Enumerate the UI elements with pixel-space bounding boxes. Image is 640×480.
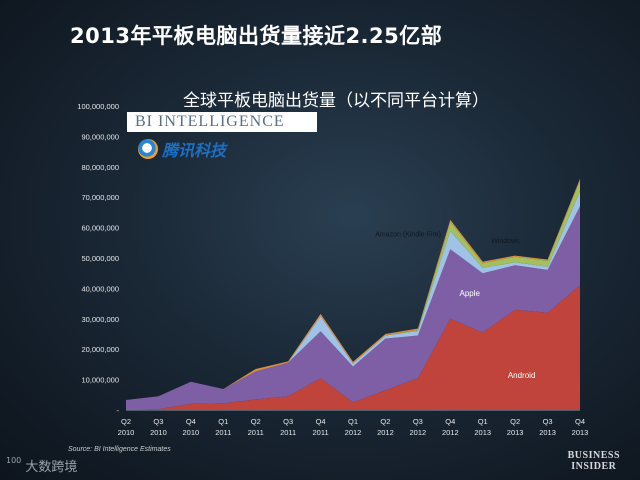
footer-brand: 100 大数跨境 xyxy=(6,456,77,475)
slide-title: 2013年平板电脑出货量接近2.25亿部 xyxy=(70,24,443,48)
series-label-amazon-kindle-fire: Amazon (Kindle Fire) xyxy=(375,232,441,239)
x-tick-label-quarter: Q2 xyxy=(121,417,131,426)
x-tick-label-quarter: Q4 xyxy=(445,417,455,426)
area-android xyxy=(126,285,580,410)
x-tick-label-year: 2012 xyxy=(377,428,394,437)
x-tick-label-year: 2010 xyxy=(183,428,200,437)
y-tick-label: 50,000,000 xyxy=(81,254,119,263)
series-label-windows: Windows xyxy=(491,238,520,245)
x-tick-label-year: 2013 xyxy=(572,428,589,437)
x-tick-label-quarter: Q1 xyxy=(478,417,488,426)
x-tick-label-year: 2012 xyxy=(410,428,427,437)
x-tick-label-year: 2011 xyxy=(248,428,264,437)
x-tick-label-year: 2012 xyxy=(345,428,362,437)
y-tick-label: 100,000,000 xyxy=(77,102,119,111)
tencent-icon xyxy=(138,139,158,159)
tencent-logo: 腾讯科技 xyxy=(138,137,226,161)
business-insider-line2: INSIDER xyxy=(571,461,617,472)
y-tick-label: 70,000,000 xyxy=(81,193,119,202)
x-tick-label-quarter: Q4 xyxy=(316,417,326,426)
x-tick-label-year: 2013 xyxy=(507,428,524,437)
x-tick-label-quarter: Q3 xyxy=(283,417,293,426)
x-tick-label-quarter: Q2 xyxy=(380,417,390,426)
y-tick-label: 20,000,000 xyxy=(81,345,119,354)
x-tick-label-quarter: Q4 xyxy=(186,417,196,426)
x-tick-label-year: 2011 xyxy=(313,428,329,437)
x-tick-label-year: 2010 xyxy=(150,428,167,437)
y-tick-label: 80,000,000 xyxy=(81,163,119,172)
x-tick-label-quarter: Q1 xyxy=(348,417,358,426)
source-note: Source: BI Intelligence Estimates xyxy=(68,446,171,453)
tencent-logo-text: 腾讯科技 xyxy=(162,141,227,160)
x-tick-label-quarter: Q3 xyxy=(413,417,423,426)
x-tick-label-year: 2010 xyxy=(118,428,135,437)
business-insider-line1: BUSINESS xyxy=(567,450,620,461)
area-apple xyxy=(126,206,580,410)
x-tick-label-year: 2012 xyxy=(442,428,459,437)
x-tick-label-quarter: Q3 xyxy=(153,417,163,426)
series-label-apple: Apple xyxy=(460,289,481,298)
y-tick-label: 90,000,000 xyxy=(81,132,119,141)
y-tick-label: - xyxy=(117,406,120,415)
series-label-android: Android xyxy=(508,371,536,380)
x-tick-label-year: 2013 xyxy=(474,428,491,437)
business-insider-logo: BUSINESS INSIDER xyxy=(568,450,620,472)
x-tick-label-quarter: Q2 xyxy=(251,417,261,426)
x-tick-label-quarter: Q4 xyxy=(575,417,585,426)
y-tick-label: 40,000,000 xyxy=(81,284,119,293)
footer-brand-sup: 100 xyxy=(6,456,22,465)
x-tick-label-quarter: Q3 xyxy=(543,417,553,426)
x-tick-label-year: 2013 xyxy=(539,428,556,437)
x-tick-label-quarter: Q1 xyxy=(218,417,228,426)
x-tick-label-quarter: Q2 xyxy=(510,417,520,426)
chart-title: 全球平板电脑出货量（以不同平台计算） xyxy=(183,91,489,111)
x-tick-label-year: 2011 xyxy=(280,428,296,437)
y-tick-label: 60,000,000 xyxy=(81,224,119,233)
bi-intelligence-logo: BI INTELLIGENCE xyxy=(127,112,317,132)
y-tick-label: 30,000,000 xyxy=(81,315,119,324)
footer-brand-text: 大数跨境 xyxy=(25,460,78,475)
y-tick-label: 10,000,000 xyxy=(81,376,119,385)
x-tick-label-year: 2011 xyxy=(215,428,231,437)
